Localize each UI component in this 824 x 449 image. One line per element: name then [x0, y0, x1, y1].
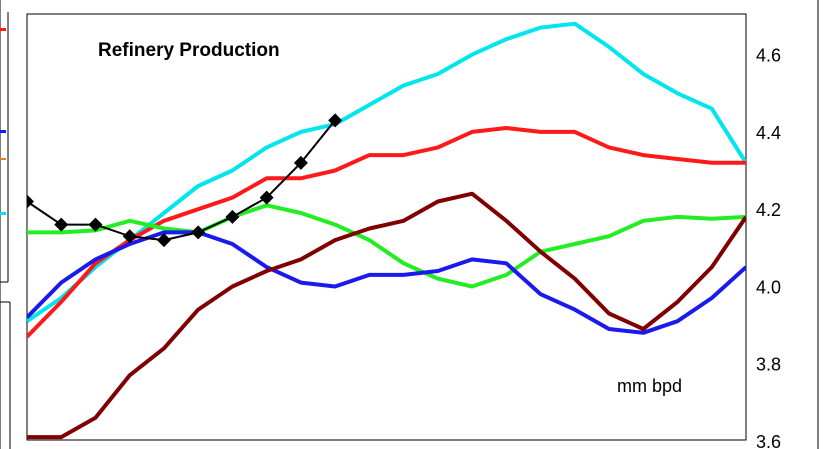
data-point-marker [54, 217, 69, 232]
adjacent-panel-fragment [0, 0, 11, 449]
y-tick-label: 3.8 [756, 355, 781, 375]
data-point-marker [191, 225, 206, 240]
data-point-marker [27, 194, 34, 209]
y-tick-label: 4.2 [756, 200, 781, 220]
series-line-6 [27, 119, 336, 242]
data-point-marker [156, 233, 171, 248]
data-point-marker [293, 155, 308, 170]
y-tick-label: 3.6 [756, 432, 781, 449]
unit-label: mm bpd [617, 376, 682, 396]
adjacent-legend-swatch [0, 212, 6, 215]
adjacent-legend-swatch [0, 130, 6, 133]
adjacent-legend-swatch [0, 28, 6, 31]
y-tick-labels: 3.6 3.8 4.0 4.2 4.4 4.6 [756, 46, 781, 449]
data-point-marker [122, 229, 137, 244]
y-tick-label: 4.6 [756, 46, 781, 66]
y-tick-label: 4.4 [756, 123, 781, 143]
data-point-marker [328, 113, 343, 128]
data-point-marker [259, 190, 274, 205]
y-tick-label: 4.0 [756, 278, 781, 298]
adjacent-legend-swatch [0, 158, 6, 160]
series-layer [27, 21, 746, 440]
chart-title: Refinery Production [98, 40, 280, 61]
data-point-marker [88, 217, 103, 232]
series-line-3 [27, 203, 746, 289]
data-point-marker [225, 209, 240, 224]
series-line-5 [27, 191, 746, 440]
series-line-2 [27, 126, 746, 339]
